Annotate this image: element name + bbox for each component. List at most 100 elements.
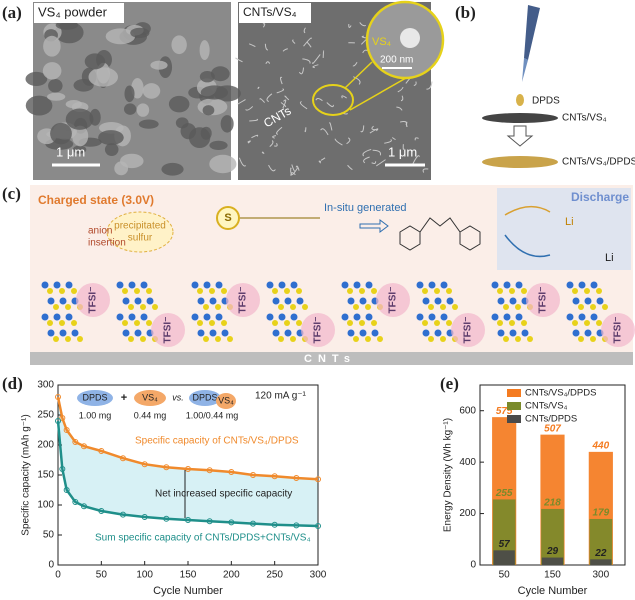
point bbox=[185, 517, 191, 523]
atom bbox=[440, 281, 448, 289]
y-tick-label: 250 bbox=[37, 410, 54, 421]
atom bbox=[122, 329, 130, 337]
inset-label: VS₄ bbox=[372, 36, 392, 48]
atom bbox=[272, 297, 280, 305]
annotation: Net increased specific capacity bbox=[155, 489, 292, 500]
atom bbox=[128, 313, 136, 321]
atom bbox=[197, 297, 205, 305]
y-tick-label: 0 bbox=[48, 560, 54, 571]
sulfur-cloud bbox=[106, 211, 174, 253]
atom bbox=[446, 288, 452, 294]
texture bbox=[98, 130, 124, 146]
gap-fill bbox=[58, 397, 318, 526]
atom bbox=[122, 288, 128, 294]
texture bbox=[347, 164, 353, 171]
atom bbox=[122, 297, 130, 305]
annotation: 120 mA g⁻¹ bbox=[255, 391, 307, 402]
texture bbox=[371, 125, 377, 131]
atom bbox=[497, 329, 505, 337]
value-label: 255 bbox=[495, 488, 513, 499]
texture bbox=[329, 122, 333, 131]
arrow bbox=[504, 234, 551, 258]
texture bbox=[248, 43, 256, 48]
atom bbox=[566, 313, 574, 321]
texture bbox=[359, 22, 366, 27]
atom bbox=[290, 281, 298, 289]
atom bbox=[365, 336, 371, 342]
atom bbox=[422, 297, 430, 305]
texture bbox=[276, 88, 285, 94]
texture bbox=[334, 138, 343, 146]
point bbox=[141, 514, 148, 520]
atom bbox=[353, 281, 361, 289]
inset-pill bbox=[77, 390, 113, 406]
x-tick-label: 300 bbox=[592, 570, 609, 581]
scale-label: 1 μm bbox=[56, 144, 85, 159]
atom bbox=[422, 329, 430, 337]
atom bbox=[416, 313, 424, 321]
texture bbox=[48, 79, 63, 93]
texture bbox=[413, 81, 417, 87]
texture bbox=[298, 67, 305, 75]
texture bbox=[188, 127, 211, 149]
atom bbox=[503, 313, 511, 321]
anion-label: TFSI⁻ bbox=[238, 287, 249, 314]
highlight bbox=[312, 84, 354, 116]
texture bbox=[123, 103, 137, 115]
value-label: 575 bbox=[496, 406, 513, 417]
panel-label: (b) bbox=[455, 3, 476, 22]
texture bbox=[251, 134, 259, 139]
point bbox=[55, 418, 61, 424]
texture bbox=[391, 137, 396, 140]
atom bbox=[209, 320, 215, 326]
atom bbox=[578, 304, 584, 310]
texture bbox=[50, 122, 72, 145]
atom bbox=[446, 297, 454, 305]
atom bbox=[47, 297, 55, 305]
bar bbox=[493, 550, 515, 565]
atom bbox=[452, 304, 458, 310]
anion bbox=[301, 313, 335, 347]
atom bbox=[584, 297, 592, 305]
atom bbox=[341, 313, 349, 321]
atom bbox=[296, 320, 302, 326]
atom bbox=[140, 313, 148, 321]
atom bbox=[116, 281, 124, 289]
atom bbox=[203, 281, 211, 289]
texture bbox=[150, 60, 168, 70]
value-label: 29 bbox=[546, 546, 559, 557]
atom bbox=[491, 281, 499, 289]
texture bbox=[372, 149, 382, 156]
atom bbox=[572, 320, 578, 326]
sulfur-label: precipitated bbox=[114, 221, 166, 232]
atom bbox=[191, 313, 199, 321]
point bbox=[293, 522, 300, 529]
atom bbox=[128, 304, 134, 310]
atom bbox=[209, 297, 217, 305]
atom bbox=[65, 313, 73, 321]
anion bbox=[526, 283, 560, 317]
atom bbox=[59, 288, 65, 294]
atom bbox=[53, 336, 59, 342]
texture bbox=[259, 98, 265, 103]
sulfur-atom: S bbox=[224, 212, 231, 224]
atom bbox=[359, 288, 365, 294]
atom bbox=[503, 281, 511, 289]
atom bbox=[197, 329, 205, 337]
atom bbox=[296, 288, 302, 294]
bar bbox=[590, 559, 612, 565]
panel-label: (d) bbox=[2, 374, 23, 393]
atom bbox=[566, 281, 574, 289]
value-label: 179 bbox=[592, 508, 609, 519]
atom bbox=[497, 288, 503, 294]
atom bbox=[215, 281, 223, 289]
base-label: CNTs bbox=[304, 353, 356, 365]
atom bbox=[365, 281, 373, 289]
inset-label: 1.00/0.44 mg bbox=[186, 410, 239, 420]
point bbox=[163, 464, 170, 471]
texture bbox=[303, 37, 312, 47]
atom bbox=[428, 304, 434, 310]
state-label: Charged state (3.0V) bbox=[38, 193, 154, 207]
y-tick-label: 50 bbox=[43, 530, 55, 541]
